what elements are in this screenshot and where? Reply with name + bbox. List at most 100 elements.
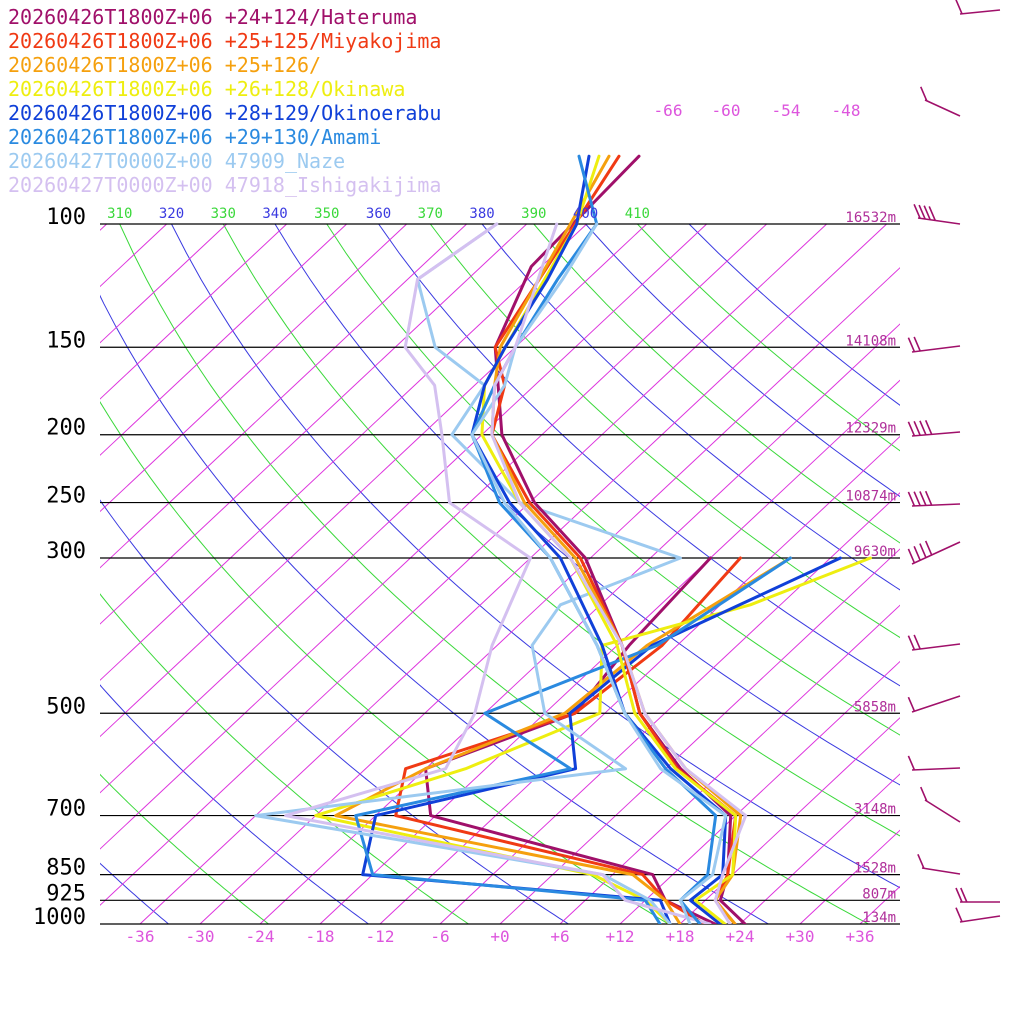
legend-entry: 20260426T1800Z+06 +25+126/ [8, 53, 321, 77]
dewpoint-line [254, 222, 682, 924]
wind-barb-flag [924, 490, 933, 506]
theta-label: 380 [469, 206, 494, 222]
isotherm-line [100, 224, 228, 344]
height-label: 16532m [845, 210, 896, 226]
wind-barb-flag [907, 548, 916, 564]
legend: 20260426T1800Z+06 +24+124/Hateruma 202604… [8, 5, 441, 197]
x-tick-label: -12 [366, 927, 395, 946]
theta-label: 340 [262, 206, 287, 222]
theta-label: 320 [159, 206, 184, 222]
wind-barb-flag [907, 696, 916, 712]
x-tick-label: -6 [430, 927, 449, 946]
legend-entry: 20260427T0000Z+00 47909_Naze [8, 149, 345, 173]
wind-barb-flag [919, 491, 927, 506]
pressure-label: 850 [46, 856, 86, 881]
wind-barb [924, 99, 961, 117]
wind-barb-flag [913, 634, 921, 650]
legend-entry: 20260426T1800Z+06 +24+124/Hateruma [8, 5, 417, 29]
dry-adiabat-line [378, 224, 900, 687]
wind-barb-flag [955, 907, 963, 923]
isotherm-line [499, 548, 900, 924]
x-tick-label: +0 [490, 927, 509, 946]
wind-barb-flag [918, 204, 926, 220]
dry-adiabat-line [171, 224, 900, 889]
barb-layer [907, 0, 1001, 923]
isotherm-line [100, 224, 408, 513]
isotherm-line [100, 224, 468, 569]
isotherm-line [739, 773, 900, 924]
isotherm-line [0, 224, 47, 924]
isotherm-line [920, 224, 1024, 924]
upper-temp-label: -66 [654, 101, 683, 120]
theta-label: 400 [573, 206, 598, 222]
x-tick-label: -24 [246, 927, 275, 946]
height-label: 5858m [854, 699, 896, 715]
x-tick-label: +18 [666, 927, 695, 946]
theta-label: 330 [211, 206, 236, 222]
wind-barb-flag [913, 203, 921, 219]
isotherm-line [679, 717, 900, 924]
x-tick-label: +6 [550, 927, 569, 946]
isotherm-line [259, 323, 900, 924]
theta-label: 390 [521, 206, 546, 222]
pressure-label: 1000 [33, 905, 86, 930]
pressure-label: 200 [46, 416, 86, 441]
legend-entry: 20260426T1800Z+06 +26+128/Okinawa [8, 77, 405, 101]
dewpoint-line [354, 556, 792, 924]
theta-label: 350 [314, 206, 339, 222]
temperature-line [470, 154, 728, 924]
wind-barb-flag [913, 545, 921, 561]
theta-label: 370 [418, 206, 443, 222]
wind-barb-flag [913, 491, 921, 506]
wind-barb [959, 915, 1001, 923]
height-label: 9630m [854, 544, 896, 560]
legend-entry: 20260426T1800Z+06 +29+130/Amami [8, 125, 381, 149]
temperature-line [490, 222, 748, 924]
isotherm-line [100, 224, 528, 625]
isotherm-line [100, 224, 648, 738]
isotherm-line [100, 224, 828, 906]
upper-temp-label: -48 [832, 101, 861, 120]
wind-barb [911, 695, 961, 713]
height-label: 1528m [854, 861, 896, 877]
wind-barb-flag [913, 336, 921, 352]
wind-barb [921, 867, 961, 875]
isotherm-line [439, 492, 900, 924]
pressure-label: 700 [46, 797, 86, 822]
isotherm-line [100, 224, 708, 794]
wind-barb-flag [920, 86, 928, 102]
pressure-label: 100 [46, 205, 86, 230]
x-tick-label: +24 [726, 927, 755, 946]
pressure-label: 150 [46, 328, 86, 353]
wind-barb [924, 799, 961, 823]
x-tick-label: +36 [846, 927, 875, 946]
wind-barb-flag [913, 421, 921, 436]
dry-adiabat-line [222, 224, 900, 837]
x-tick-label: -36 [126, 927, 155, 946]
dry-adiabat-line [274, 224, 900, 786]
isotherm-line [139, 224, 888, 924]
isotherm-line [379, 435, 900, 924]
wind-barb-flag [907, 635, 916, 651]
wind-barb-flag [907, 755, 916, 771]
isotherm-line [100, 224, 348, 456]
wind-barb-flag [907, 491, 916, 507]
wind-barb-flag [919, 420, 927, 436]
x-tick-label: -18 [306, 927, 335, 946]
wind-barb-flag [920, 786, 928, 802]
height-label: 14108m [845, 333, 896, 349]
wind-barb-flag [955, 887, 963, 903]
upper-temp-label: -54 [772, 101, 801, 120]
wind-barb-flag [907, 421, 916, 437]
dry-adiabat-line [100, 294, 769, 924]
wind-barb [959, 9, 1001, 15]
isotherm-line [859, 885, 900, 924]
wind-barb-flag [924, 420, 933, 435]
legend-entry: 20260427T0000Z+00 47918_Ishigakijima [8, 173, 441, 197]
isotherm-line [980, 224, 1024, 924]
wind-barb-flag [907, 337, 916, 353]
upper-temp-label: -60 [712, 101, 741, 120]
isotherm-line [559, 604, 900, 924]
isotherm-line [100, 224, 288, 400]
height-label: 10874m [845, 489, 896, 505]
